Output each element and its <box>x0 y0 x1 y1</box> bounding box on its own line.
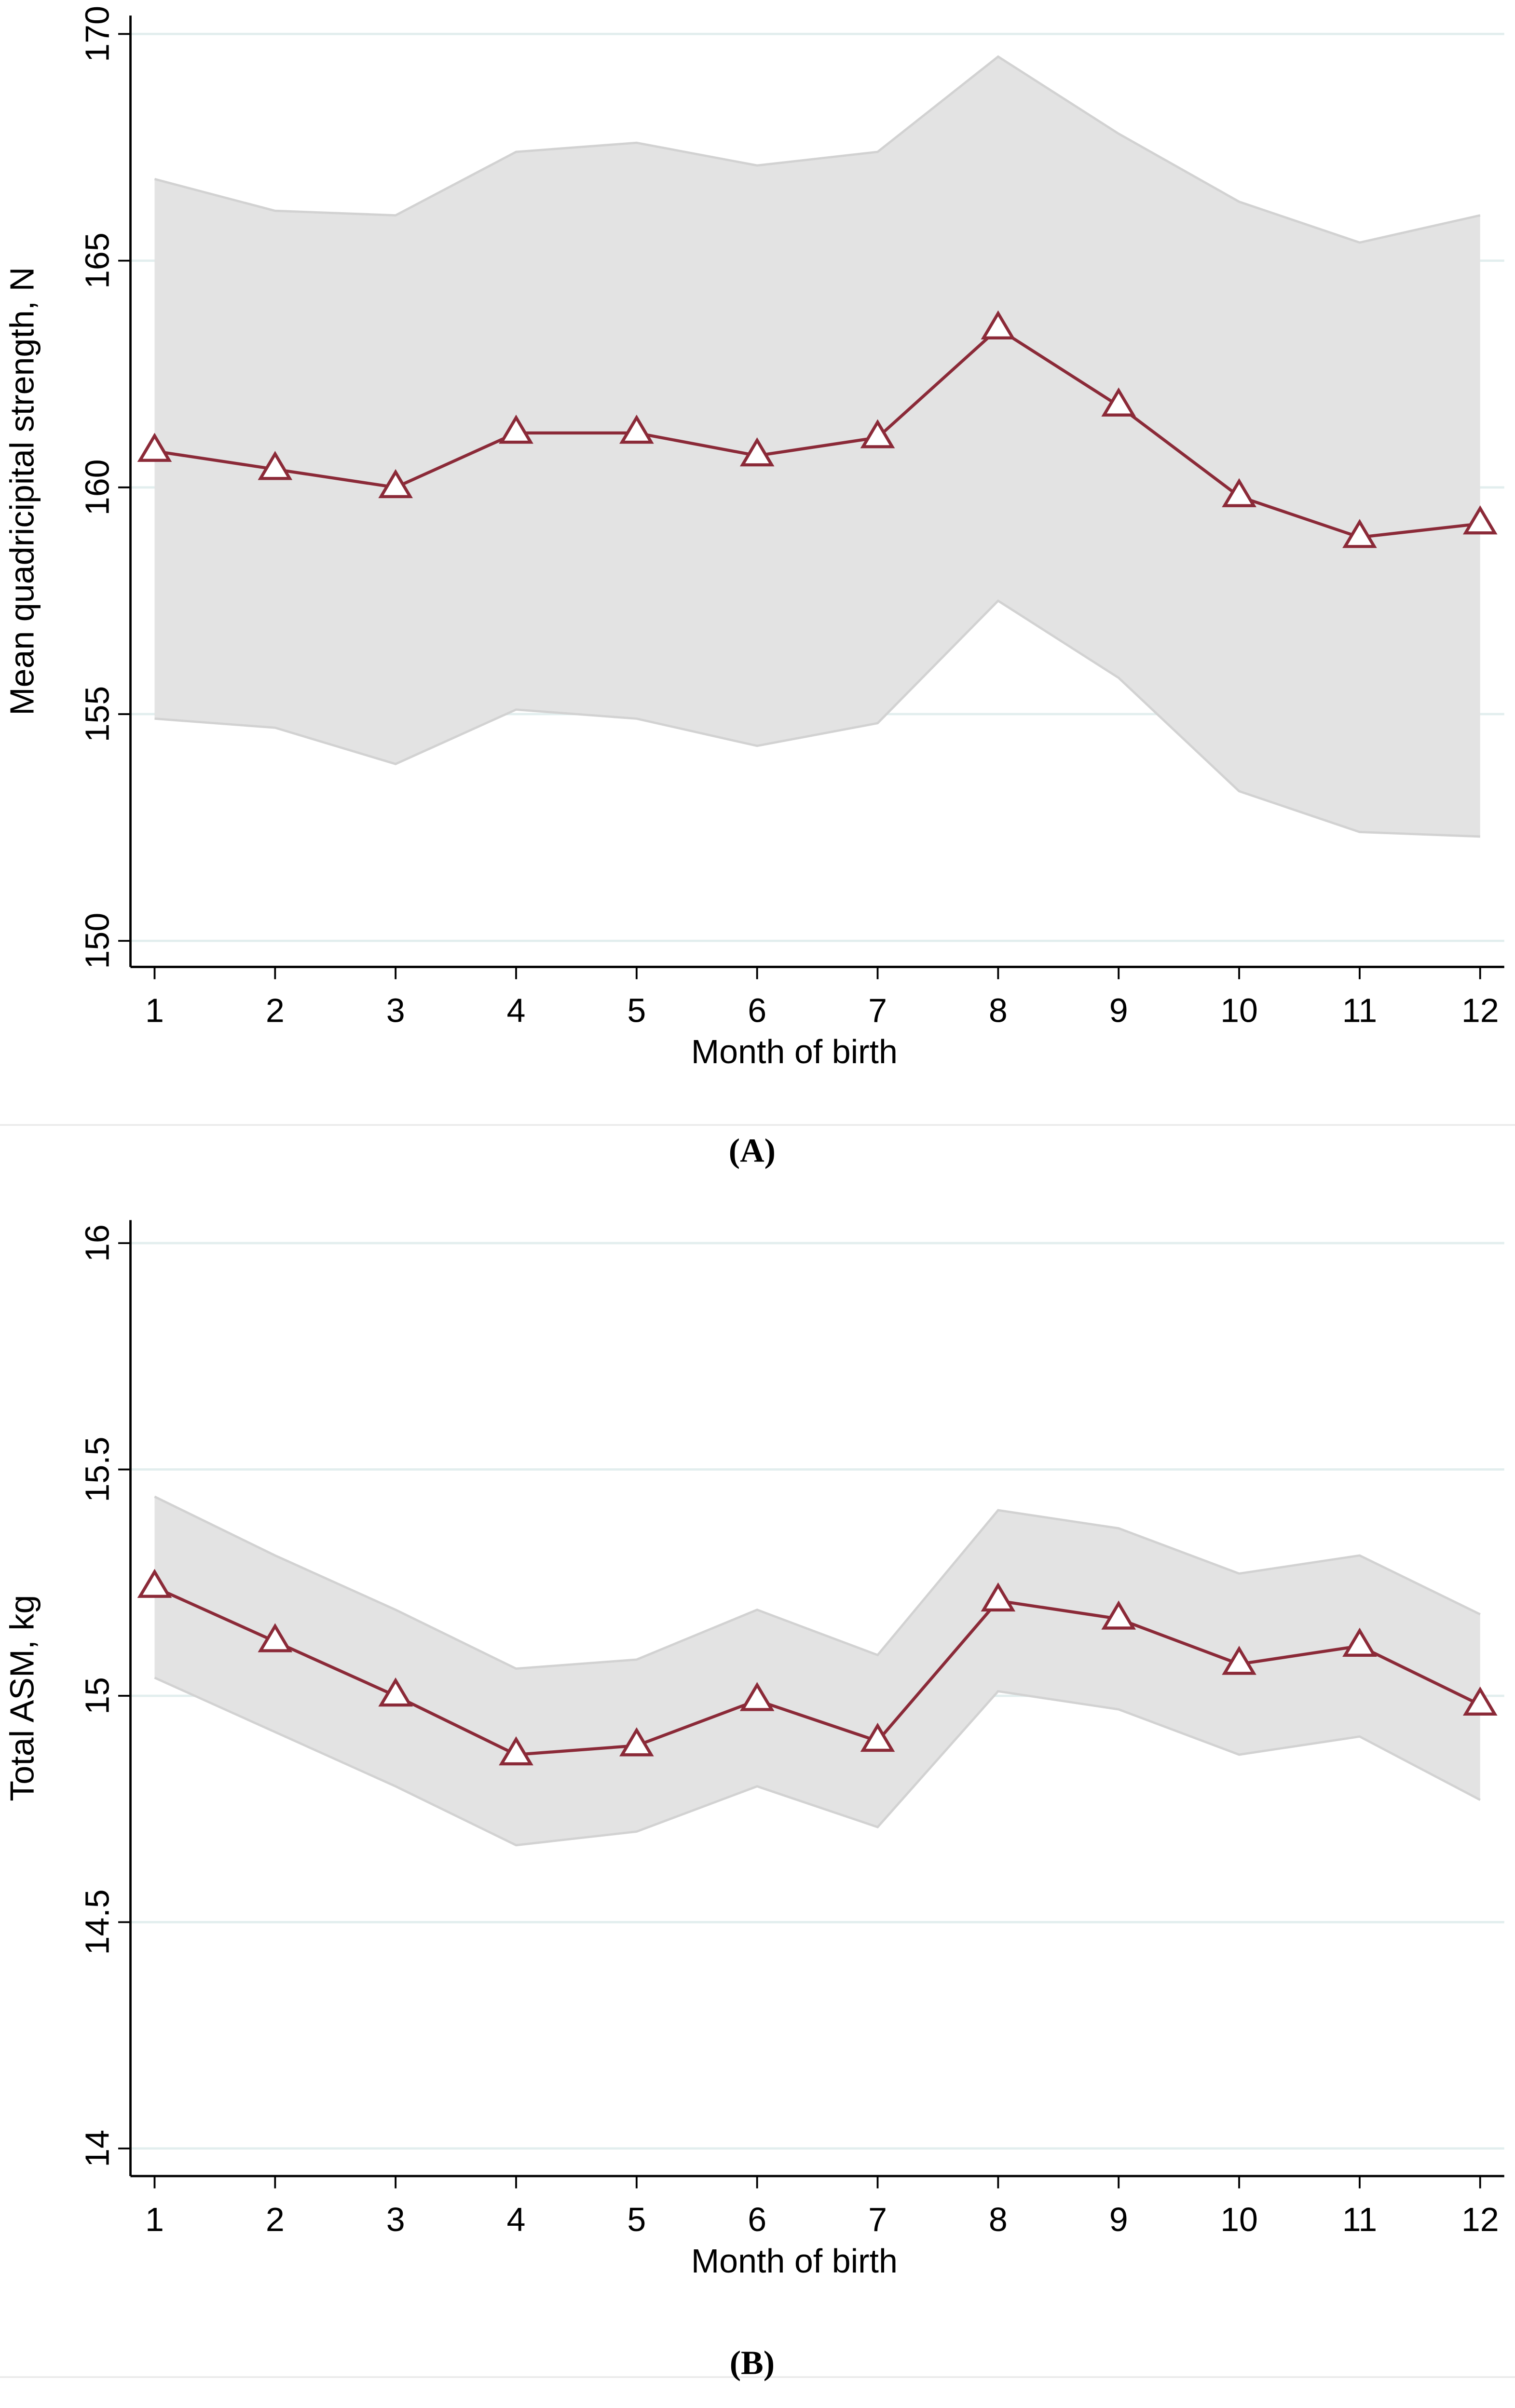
marker <box>739 437 775 467</box>
marker <box>137 1569 172 1598</box>
ci-upper <box>154 55 1481 244</box>
marker <box>378 1677 413 1707</box>
x-tick-label: 9 <box>1109 2201 1128 2238</box>
x-tick-label: 12 <box>1461 2201 1499 2238</box>
y-tick-label: 15.5 <box>78 1436 116 1502</box>
y-axis-label: Mean quadricipital strength, N <box>3 267 41 716</box>
x-tick-label: 1 <box>145 991 164 1029</box>
marker <box>258 451 293 480</box>
marker <box>1462 1686 1498 1716</box>
y-tick-label: 170 <box>78 6 116 62</box>
y-tick-label: 165 <box>78 232 116 289</box>
marker <box>499 1736 533 1766</box>
ci-lower <box>154 599 1480 838</box>
y-tick-label: 150 <box>78 913 116 969</box>
marker <box>1101 1600 1136 1630</box>
y-tick-label: 14.5 <box>78 1889 116 1955</box>
y-tick-label: 14 <box>78 2130 116 2167</box>
x-axis-label: Month of birth <box>691 1033 898 1070</box>
x-tick-label: 11 <box>1342 2201 1378 2238</box>
x-tick-label: 12 <box>1461 991 1499 1029</box>
x-tick-label: 8 <box>989 991 1008 1029</box>
marker <box>860 419 895 448</box>
panel-label: (B) <box>730 2345 775 2382</box>
marker <box>739 1682 775 1711</box>
x-tick-label: 7 <box>868 2201 887 2238</box>
ci-lower <box>154 1677 1481 1847</box>
y-tick-label: 15 <box>78 1677 116 1715</box>
x-tick-label: 10 <box>1220 2201 1258 2238</box>
x-tick-label: 3 <box>386 991 405 1029</box>
marker <box>499 414 533 444</box>
x-tick-label: 11 <box>1342 991 1378 1029</box>
x-tick-label: 7 <box>868 991 887 1029</box>
y-tick-label: 160 <box>78 459 116 515</box>
marker <box>378 469 413 499</box>
marker <box>137 433 172 462</box>
marker <box>1342 519 1377 548</box>
x-tick-label: 1 <box>145 2201 164 2238</box>
x-tick-label: 6 <box>748 2201 766 2238</box>
y-axis-label: Total ASM, kg <box>3 1595 41 1801</box>
marker <box>1222 1646 1256 1675</box>
x-tick-label: 5 <box>627 991 646 1029</box>
x-tick-label: 9 <box>1109 991 1128 1029</box>
marker <box>619 414 654 444</box>
x-tick-label: 8 <box>989 2201 1008 2238</box>
ci-band <box>154 1496 1480 1845</box>
marker <box>1101 387 1136 417</box>
x-tick-label: 6 <box>748 991 766 1029</box>
series-line <box>154 326 1481 539</box>
x-tick-label: 2 <box>266 2201 285 2238</box>
ci-upper <box>154 1495 1481 1670</box>
marker <box>860 1722 895 1752</box>
y-tick-label: 155 <box>78 686 116 743</box>
marker <box>258 1623 293 1652</box>
marker <box>981 1582 1016 1612</box>
x-tick-label: 5 <box>627 2201 646 2238</box>
marker <box>1222 478 1256 507</box>
x-axis-label: Month of birth <box>691 2242 898 2280</box>
x-tick-label: 2 <box>266 991 285 1029</box>
marker <box>1342 1627 1377 1657</box>
marker <box>619 1727 654 1757</box>
panel-label: (A) <box>729 1133 776 1170</box>
series-line <box>154 1585 1481 1757</box>
x-tick-label: 4 <box>507 2201 526 2238</box>
x-tick-label: 3 <box>386 2201 405 2238</box>
y-tick-label: 16 <box>78 1224 116 1262</box>
marker <box>981 310 1016 339</box>
x-tick-label: 4 <box>507 991 526 1029</box>
x-tick-label: 10 <box>1220 991 1258 1029</box>
marker <box>1462 505 1498 535</box>
